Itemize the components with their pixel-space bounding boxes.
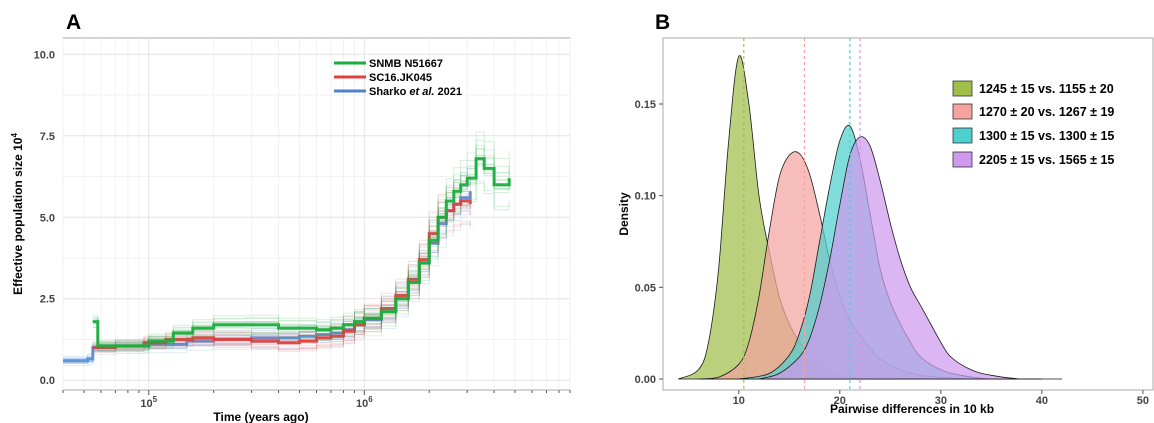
panel-b-x-tick-label: 20 [834, 395, 846, 407]
panel-b-densities [678, 55, 1063, 380]
panel-a-y-tick-label: 0.0 [40, 375, 55, 387]
panel-b: B 0.00 0.05 0.10 0.15 10 20 30 40 50 Pairwise di… [617, 11, 1154, 416]
panel-a-x-tick-exp: 6 [368, 395, 373, 404]
panel-a-y-tick-label: 7.5 [40, 131, 55, 143]
panel-b-y-axis-title: Density [617, 192, 631, 236]
panel-b-x-tick-label: 50 [1137, 395, 1149, 407]
panel-b-y-tick-label: 0.15 [635, 99, 656, 111]
panel-a-x-tick-base: 10 [356, 398, 368, 410]
panel-a-bootstrap-line [92, 221, 471, 353]
legend-b-label-3: 2205 ± 15 vs. 1565 ± 15 [979, 153, 1114, 167]
panel-b-x-tick-label: 30 [935, 395, 947, 407]
panel-a-bootstrap-line [92, 210, 471, 351]
panel-b-x-tick-label: 10 [733, 395, 745, 407]
panel-a-bootstrap-line [63, 177, 471, 358]
panel-a-legend: SNMB N51667 SC16.JK045 Sharko et al. 202… [334, 58, 462, 98]
panel-b-ticks: 0.00 0.05 0.10 0.15 10 20 30 40 50 [635, 99, 1149, 407]
panel-a-x-tick-label: 106 [356, 395, 373, 410]
panel-a-bootstrap-line [92, 223, 471, 353]
panel-b-y-tick-label: 0.05 [635, 282, 656, 294]
legend-b-label-1: 1270 ± 20 vs. 1267 ± 19 [979, 105, 1114, 119]
panel-b-y-tick-label: 0.10 [635, 191, 656, 203]
panel-a-grid [62, 38, 571, 390]
panel-a-series [63, 131, 511, 367]
legend-b-swatch-1 [952, 103, 973, 120]
legend-a-label-1: SC16.JK045 [369, 72, 432, 84]
legend-b-label-2: 1300 ± 15 vs. 1300 ± 15 [979, 129, 1114, 143]
panel-a-bootstrap-line [92, 182, 510, 353]
panel-b-legend: 1245 ± 15 vs. 1155 ± 20 1270 ± 20 vs. 12… [952, 80, 1114, 168]
panel-b-x-tick-label: 40 [1036, 395, 1048, 407]
panel-a-series-line [92, 157, 511, 348]
panel-a-series-0 [92, 131, 511, 353]
panel-a-x-tick-base: 10 [140, 398, 152, 410]
legend-a-label-0: SNMB N51667 [369, 58, 443, 70]
panel-a-y-tick-label: 2.5 [40, 294, 55, 306]
panel-a-bootstrap-line [92, 131, 510, 341]
panel-a-label: A [66, 11, 81, 34]
panel-b-mean-lines [743, 38, 861, 390]
panel-a-x-tick-exp: 5 [153, 395, 158, 404]
panel-a-y-axis-title: Effective population size 104 [10, 133, 25, 295]
legend-b-label-0: 1245 ± 15 vs. 1155 ± 20 [979, 82, 1114, 96]
panel-a-y-axis-title-main: Effective population size 10 [11, 137, 25, 295]
panel-a-bootstrap-line [63, 165, 471, 357]
legend-a-label-2: Sharko et al. 2021 [369, 86, 462, 98]
legend-b-swatch-3 [952, 151, 973, 168]
panel-a-bootstrap-line [92, 180, 510, 352]
panel-a-bootstrap-line [63, 219, 471, 367]
legend-b-swatch-0 [952, 80, 973, 97]
panel-a-x-axis-title: Time (years ago) [213, 410, 308, 423]
panel-b-x-axis-title: Pairwise differences in 10 kb [830, 402, 994, 416]
panel-a-x-tick-label: 105 [140, 395, 157, 410]
panel-a-y-axis-title-sup: 4 [10, 133, 19, 138]
panel-a-y-tick-label: 5.0 [40, 212, 55, 224]
panel-a-bootstrap-line [92, 164, 510, 349]
panel-b-label: B [655, 11, 670, 34]
panel-b-density-3 [758, 136, 1063, 380]
panel-a-bootstrap-line [92, 159, 510, 349]
panel-a-y-tick-label: 10.0 [34, 49, 55, 61]
legend-b-swatch-2 [952, 127, 973, 144]
panel-b-y-tick-label: 0.00 [635, 374, 656, 386]
panel-a-bootstrap-line [92, 210, 471, 351]
